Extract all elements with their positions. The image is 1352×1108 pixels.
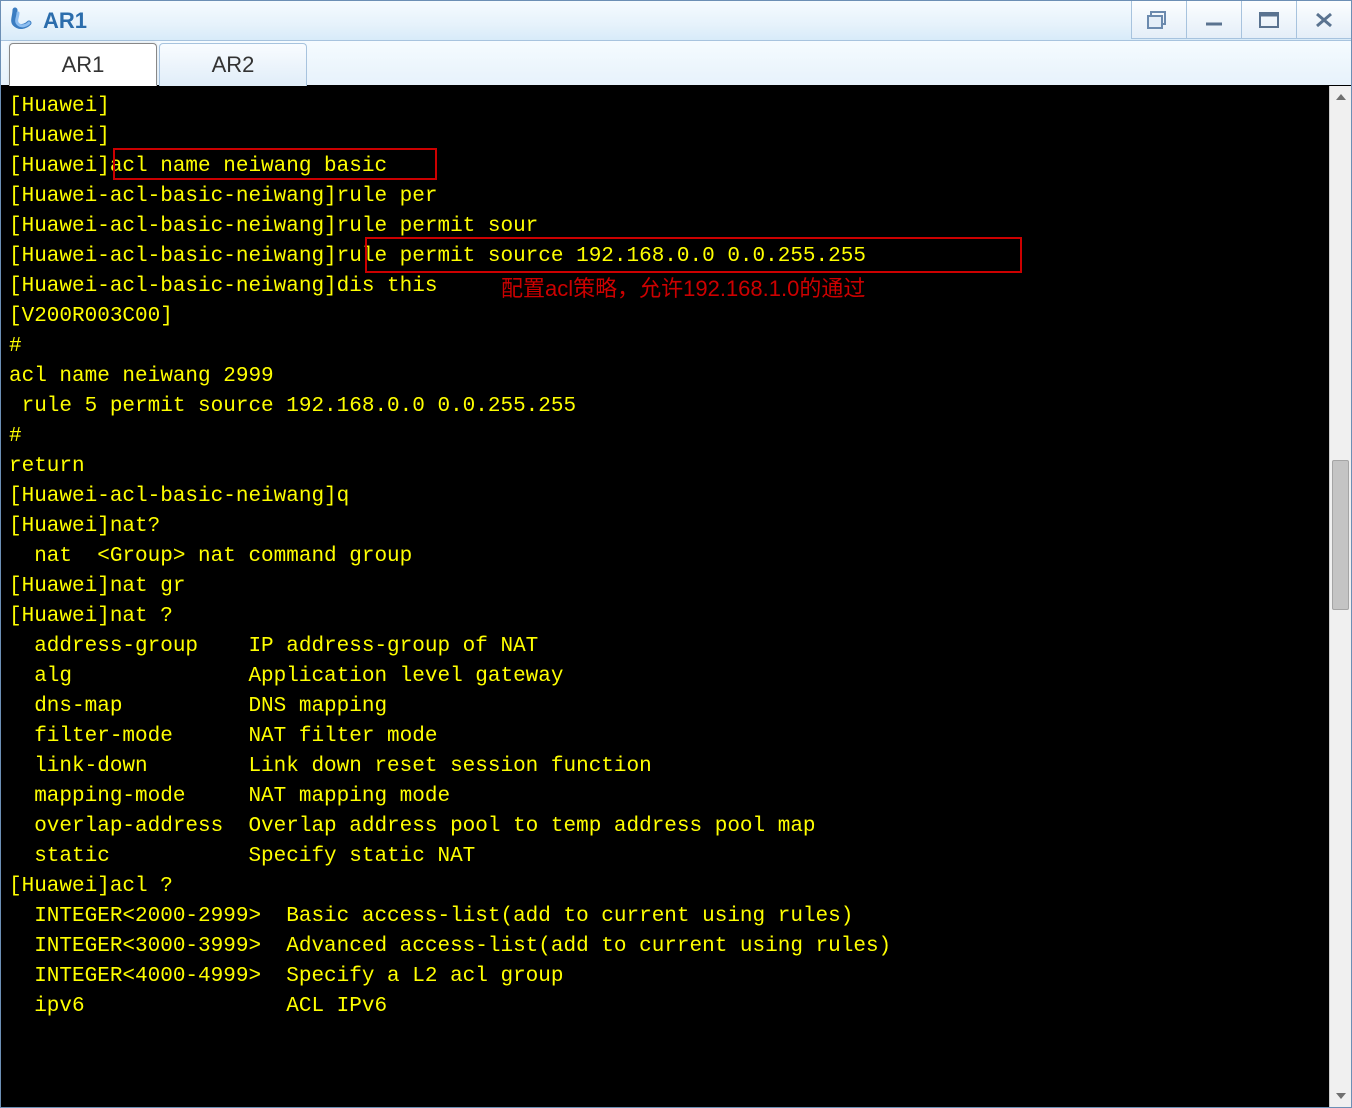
annotation-box-1	[113, 148, 437, 180]
window-controls	[1131, 1, 1351, 39]
tab-ar1[interactable]: AR1	[9, 43, 157, 86]
terminal-area: [Huawei] [Huawei] [Huawei]acl name neiwa…	[1, 86, 1351, 1107]
tab-label: AR2	[212, 52, 255, 78]
close-button[interactable]	[1296, 1, 1351, 39]
tab-label: AR1	[62, 52, 105, 78]
tab-strip: AR1 AR2	[1, 41, 1351, 86]
annotation-box-2	[365, 237, 1022, 273]
scroll-up-button[interactable]	[1330, 86, 1351, 108]
minimize-button[interactable]	[1186, 1, 1241, 39]
terminal[interactable]: [Huawei] [Huawei] [Huawei]acl name neiwa…	[1, 86, 1329, 1107]
scrollbar[interactable]	[1329, 86, 1351, 1107]
scroll-down-button[interactable]	[1330, 1085, 1351, 1107]
maximize-button[interactable]	[1241, 1, 1296, 39]
window-title: AR1	[43, 8, 87, 34]
titlebar: AR1	[1, 1, 1351, 41]
annotation-note: 配置acl策略，允许192.168.1.0的通过	[501, 274, 865, 304]
scrollbar-track[interactable]	[1330, 108, 1351, 1085]
app-icon	[9, 7, 37, 35]
app-window: AR1 AR1 AR2 [Huawei] [Huawei] [Huawei]ac…	[0, 0, 1352, 1108]
scrollbar-thumb[interactable]	[1332, 460, 1349, 610]
cascade-button[interactable]	[1131, 1, 1186, 39]
tab-ar2[interactable]: AR2	[159, 43, 307, 86]
